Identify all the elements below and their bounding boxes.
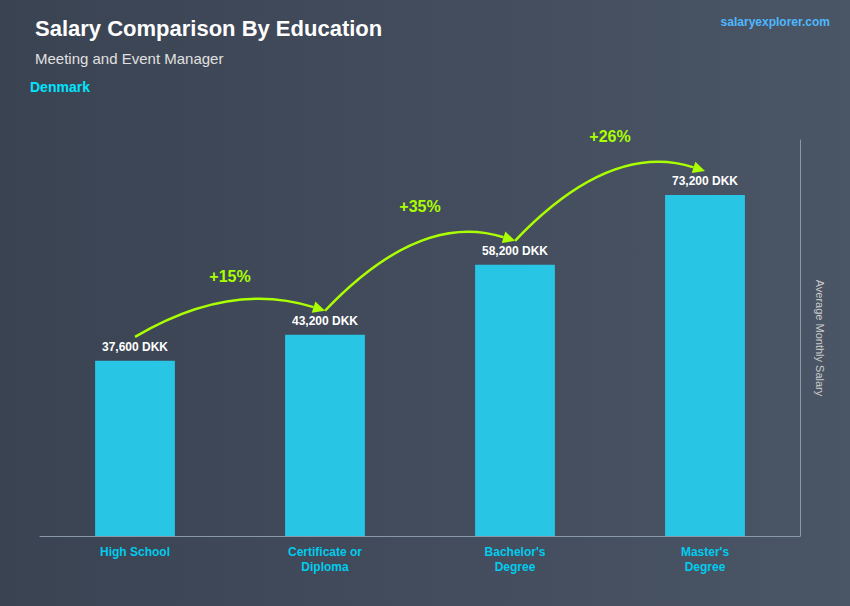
svg-text:Meeting and Event Manager: Meeting and Event Manager <box>35 50 223 67</box>
svg-text:Bachelor's: Bachelor's <box>485 545 546 559</box>
svg-text:43,200 DKK: 43,200 DKK <box>292 314 358 328</box>
svg-text:Denmark: Denmark <box>30 79 90 95</box>
svg-text:+35%: +35% <box>399 198 440 215</box>
svg-text:Certificate or: Certificate or <box>288 545 362 559</box>
svg-text:Salary Comparison By Education: Salary Comparison By Education <box>35 16 382 41</box>
svg-text:Master's: Master's <box>681 545 730 559</box>
svg-text:73,200 DKK: 73,200 DKK <box>672 174 738 188</box>
svg-text:Degree: Degree <box>685 560 726 574</box>
svg-text:+26%: +26% <box>589 128 630 145</box>
svg-text:Average Monthly Salary: Average Monthly Salary <box>814 280 826 397</box>
svg-text:Degree: Degree <box>495 560 536 574</box>
svg-text:High School: High School <box>100 545 170 559</box>
svg-text:37,600 DKK: 37,600 DKK <box>102 340 168 354</box>
svg-text:58,200 DKK: 58,200 DKK <box>482 244 548 258</box>
svg-text:salaryexplorer.com: salaryexplorer.com <box>721 15 830 29</box>
svg-text:+15%: +15% <box>209 268 250 285</box>
svg-text:Diploma: Diploma <box>301 560 349 574</box>
